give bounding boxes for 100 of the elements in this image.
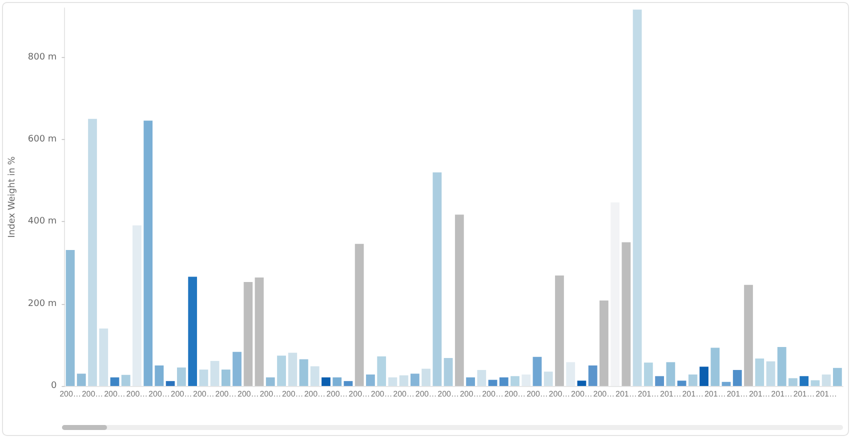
bar xyxy=(66,250,75,386)
x-tick-label: 201… xyxy=(748,390,770,398)
x-tick-label: 201… xyxy=(793,390,815,398)
bar xyxy=(99,328,108,386)
y-tick-label: 400 m xyxy=(28,216,57,227)
bar xyxy=(810,380,820,386)
x-tick-label: 200… xyxy=(438,390,459,398)
x-tick-label: 200… xyxy=(60,390,81,398)
bar xyxy=(76,374,86,386)
bar xyxy=(322,377,330,386)
bar xyxy=(210,360,220,386)
bar xyxy=(344,381,353,386)
bar xyxy=(644,362,653,386)
bar xyxy=(177,368,186,386)
x-tick-label: 200… xyxy=(193,390,214,398)
bar xyxy=(332,377,342,386)
bar xyxy=(166,381,175,386)
y-tick-label: 600 m xyxy=(28,134,57,144)
x-tick-label: 200… xyxy=(237,390,259,398)
bar xyxy=(532,356,542,386)
x-tick-label: 200… xyxy=(170,390,192,398)
x-tick-label: 200… xyxy=(215,390,237,398)
bar xyxy=(544,372,553,386)
bar xyxy=(199,370,208,386)
y-tick-label: 800 m xyxy=(28,52,57,62)
bar xyxy=(88,118,97,386)
bar xyxy=(410,374,420,386)
bar xyxy=(766,361,776,386)
bar xyxy=(610,202,620,386)
x-tick-label: 200… xyxy=(304,390,326,398)
x-tick-label: 200… xyxy=(370,390,392,398)
bar xyxy=(399,375,408,386)
x-tick-label: 201… xyxy=(726,390,748,398)
bar xyxy=(310,366,320,386)
x-tick-label: 200… xyxy=(548,390,570,398)
bar xyxy=(299,359,308,386)
bar xyxy=(499,377,508,386)
bar xyxy=(444,358,453,386)
bar xyxy=(555,275,564,386)
x-tick-label: 200… xyxy=(326,390,348,398)
bar xyxy=(688,374,698,386)
bar xyxy=(488,380,498,386)
y-tick-label: 0 xyxy=(50,381,57,391)
bar xyxy=(121,374,130,386)
bar xyxy=(800,376,809,386)
x-tick-label: 201… xyxy=(771,390,793,398)
bar xyxy=(432,172,442,386)
x-tick-label: 200… xyxy=(571,390,592,398)
bar xyxy=(788,378,798,386)
bar xyxy=(154,365,164,386)
x-tick-label: 200… xyxy=(148,390,170,398)
x-tick-label: 200… xyxy=(82,390,104,398)
x-tick-label: 200… xyxy=(282,390,304,398)
bar xyxy=(588,365,598,386)
bar xyxy=(632,10,642,386)
bar xyxy=(832,368,842,386)
bar xyxy=(477,370,486,386)
x-tick-label: 200… xyxy=(460,390,482,398)
bar xyxy=(454,214,464,386)
bar xyxy=(722,382,731,386)
bar xyxy=(377,356,386,386)
bar xyxy=(144,120,153,386)
bar xyxy=(577,380,586,386)
bar xyxy=(700,366,708,386)
x-tick-label: 200… xyxy=(126,390,148,398)
x-tick-label: 201… xyxy=(638,390,660,398)
bar xyxy=(655,376,664,386)
bar xyxy=(254,278,264,386)
bar xyxy=(388,377,398,386)
x-tick-label: 201… xyxy=(682,390,704,398)
x-tick-label: 200… xyxy=(482,390,504,398)
bar xyxy=(755,358,764,386)
bar xyxy=(777,346,786,386)
bar xyxy=(677,380,686,386)
bar xyxy=(466,377,475,386)
bar xyxy=(710,348,720,386)
bar xyxy=(244,282,253,386)
bar xyxy=(232,352,242,386)
bar xyxy=(354,244,364,386)
bar xyxy=(600,300,608,386)
bar xyxy=(366,374,375,386)
bar xyxy=(221,370,230,386)
bar xyxy=(622,242,631,386)
bar xyxy=(744,284,753,386)
x-tick-label: 200… xyxy=(260,390,282,398)
bar xyxy=(277,356,286,386)
x-tick-label: 201… xyxy=(816,390,837,398)
bar xyxy=(732,370,742,386)
x-tick-label: 200… xyxy=(348,390,370,398)
bar xyxy=(510,376,520,386)
x-tick-label: 200… xyxy=(593,390,615,398)
x-tick-label: 200… xyxy=(415,390,437,398)
x-tick-label: 201… xyxy=(704,390,726,398)
x-tick-label: 200… xyxy=(393,390,414,398)
bar xyxy=(666,362,676,386)
bar xyxy=(422,368,431,386)
x-tick-label: 201… xyxy=(660,390,682,398)
bar xyxy=(188,276,198,386)
x-tick-label: 200… xyxy=(104,390,126,398)
bar xyxy=(288,352,298,386)
